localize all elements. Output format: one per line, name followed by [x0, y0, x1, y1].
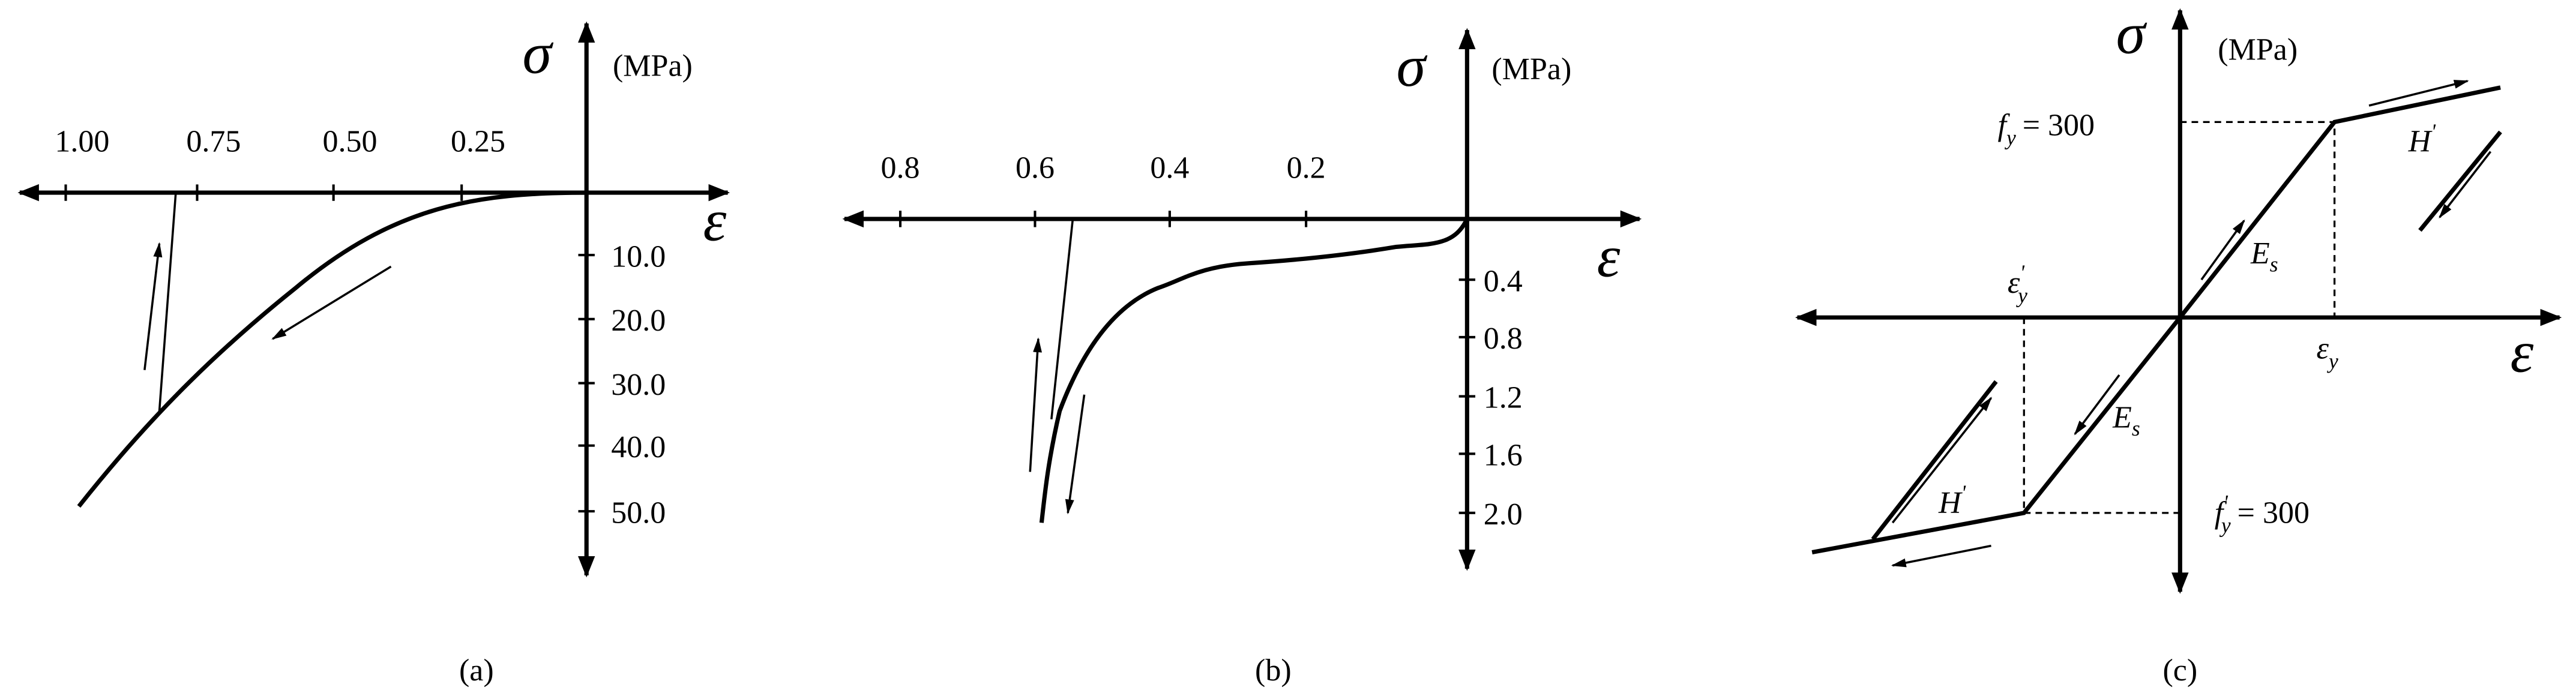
arrow	[2074, 374, 2120, 436]
unload-line	[1050, 218, 1074, 420]
caption: (b)	[1255, 653, 1292, 688]
h-upper-label: H'	[2408, 119, 2437, 159]
arrow	[1891, 544, 1991, 568]
x-tick-label: 0.4	[1150, 151, 1189, 185]
x-tick-label: 0.25	[451, 125, 505, 159]
subscript: s	[2270, 252, 2278, 276]
y-tick-label: 30.0	[611, 368, 666, 402]
fy-label: fy = 300	[1997, 108, 2095, 149]
unit: (MPa)	[2218, 32, 2298, 67]
prime: '	[2020, 260, 2025, 284]
arrow	[143, 242, 163, 370]
h-lower-label: H'	[1938, 481, 1967, 520]
subscript: y	[2219, 514, 2231, 538]
curve	[77, 190, 587, 508]
es-lower-label: Es	[2112, 401, 2140, 441]
arrow	[1029, 337, 1043, 472]
y-tick-label: 0.8	[1484, 322, 1523, 356]
es-upper-label: Es	[2250, 236, 2278, 277]
symbol: ε	[2317, 332, 2329, 366]
arrow	[1065, 394, 1086, 515]
unit: (MPa)	[613, 49, 693, 83]
prime: '	[1961, 481, 1967, 505]
y-tick-label: 2.0	[1484, 497, 1523, 532]
caption: (c)	[2162, 653, 2197, 688]
arrow	[2439, 151, 2492, 219]
arrow	[2200, 219, 2245, 281]
subscript: y	[2005, 126, 2016, 150]
panel-a: σ (MPa) ε (a)	[17, 20, 730, 688]
symbol: E	[2112, 401, 2132, 435]
x-symbol: ε	[2511, 319, 2534, 385]
panel-c: σ (MPa) ε (c) fy = 300 f' y = 300 H' H' Es …	[1795, 1, 2562, 688]
y-tick-label: 10.0	[611, 239, 666, 274]
panel-b: σ (MPa) ε (b)	[842, 28, 1642, 688]
symbol: E	[2250, 236, 2270, 271]
prime: '	[2223, 490, 2228, 514]
arrow	[2368, 80, 2469, 107]
arrow	[1891, 397, 1993, 524]
x-tick-label: 1.00	[55, 125, 109, 159]
x-tick-label: 0.6	[1016, 151, 1055, 185]
guide-lines	[2023, 121, 2336, 514]
value: = 300	[2237, 496, 2310, 530]
x-tick-label: 0.50	[323, 125, 378, 159]
x-tick-label: 0.8	[881, 151, 920, 185]
subscript: s	[2132, 416, 2140, 440]
y-tick-label: 50.0	[611, 496, 666, 530]
y-symbol: σ	[1397, 34, 1428, 99]
unload-line	[2418, 130, 2502, 232]
bilinear-curve	[1811, 85, 2501, 555]
x-symbol: ε	[1597, 224, 1621, 290]
caption: (a)	[459, 653, 494, 688]
x-tick-label: 0.2	[1287, 151, 1326, 185]
fy-prime-label: f' y = 300	[2215, 490, 2310, 537]
eps-y-prime-label: ε' y	[2008, 260, 2027, 307]
prime: '	[2431, 119, 2436, 143]
unload-line	[158, 192, 177, 412]
y-tick-label: 1.2	[1484, 381, 1523, 415]
symbol: H	[1938, 486, 1963, 520]
symbol: ε	[2008, 266, 2020, 300]
y-tick-label: 1.6	[1484, 438, 1523, 472]
y-symbol: σ	[522, 20, 553, 86]
x-symbol: ε	[703, 188, 727, 253]
y-tick-label: 20.0	[611, 304, 666, 338]
subscript: y	[2327, 349, 2338, 373]
unit: (MPa)	[1491, 52, 1571, 86]
y-symbol: σ	[2116, 1, 2147, 66]
curve	[1039, 218, 1469, 523]
y-tick-label: 40.0	[611, 430, 666, 464]
y-tick-label: 0.4	[1484, 264, 1523, 298]
arrow	[271, 265, 392, 340]
subscript: y	[2016, 283, 2027, 307]
value: = 300	[2023, 108, 2095, 142]
x-tick-label: 0.75	[186, 125, 241, 159]
symbol: H	[2408, 125, 2433, 159]
eps-y-label: εy	[2317, 332, 2339, 373]
reload-line	[1871, 380, 1998, 541]
